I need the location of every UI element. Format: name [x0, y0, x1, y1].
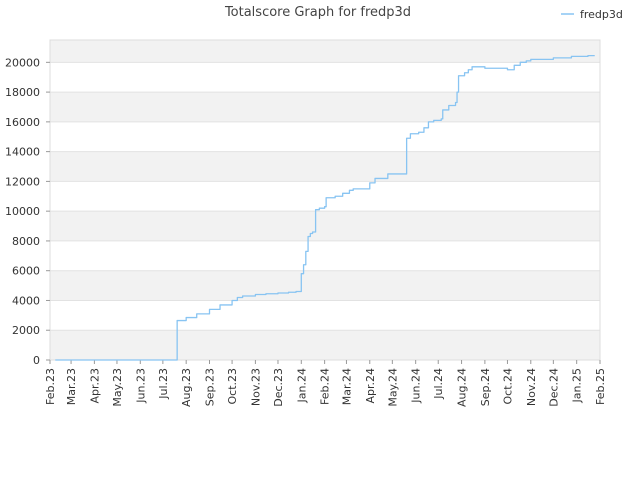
x-tick-label: Nov.23 — [249, 368, 262, 406]
chart-title: Totalscore Graph for fredp3d — [224, 5, 411, 20]
x-tick-label: Aug.23 — [180, 368, 193, 407]
x-tick-label: Sep.24 — [479, 368, 492, 406]
grid-band — [50, 211, 600, 241]
x-tick-label: Oct.23 — [226, 368, 239, 405]
x-tick-label: Dec.24 — [547, 368, 560, 407]
grid-band — [50, 330, 600, 360]
x-tick-label: Mar.23 — [65, 368, 78, 405]
y-tick-label: 18000 — [5, 86, 40, 99]
y-axis: 0 2000 4000 6000 8000 10000 12000 14000 16000 180… — [5, 56, 50, 367]
x-tick-label: Mar.24 — [340, 368, 353, 405]
legend-label: fredp3d — [580, 8, 623, 21]
x-tick-label: May.24 — [386, 368, 399, 407]
x-tick-label: Aug.24 — [456, 368, 469, 407]
grid-band — [50, 92, 600, 122]
y-tick-label: 6000 — [12, 265, 40, 278]
y-tick-label: 16000 — [5, 116, 40, 129]
x-tick-label: Jan.25 — [571, 368, 584, 403]
x-tick-label: Jun.24 — [410, 368, 423, 404]
y-tick-label: 10000 — [5, 205, 40, 218]
grid-band — [50, 62, 600, 93]
x-tick-label: Jun.23 — [134, 368, 147, 404]
x-tick-label: Nov.24 — [525, 368, 538, 406]
y-tick-label: 4000 — [12, 294, 40, 307]
legend: fredp3d — [561, 8, 623, 21]
y-tick-label: 2000 — [12, 324, 40, 337]
x-tick-label: Oct.24 — [501, 368, 514, 405]
x-tick-label: Sep.23 — [204, 368, 217, 406]
y-tick-label: 20000 — [5, 56, 40, 69]
x-tick-label: Jul.24 — [432, 368, 445, 400]
x-tick-label: Apr.23 — [88, 368, 101, 404]
grid-bands — [50, 40, 600, 360]
x-tick-label: Feb.23 — [44, 368, 57, 405]
y-tick-label: 12000 — [5, 175, 40, 188]
x-axis: Feb.23 Mar.23 Apr.23 May.23 Jun.23 Jul.23 Aug.… — [44, 360, 607, 407]
y-tick-label: 0 — [33, 354, 40, 367]
y-tick-label: 14000 — [5, 146, 40, 159]
grid-band — [50, 240, 600, 271]
grid-band — [50, 270, 600, 301]
series-line — [55, 54, 595, 361]
grid-band — [50, 121, 600, 152]
grid-band — [50, 40, 600, 63]
x-tick-label: Feb.24 — [319, 368, 332, 405]
x-tick-label: Apr.24 — [364, 368, 377, 404]
grid-band — [50, 300, 600, 331]
x-tick-label: Jan.24 — [295, 368, 308, 403]
x-tick-label: Feb.25 — [594, 368, 607, 405]
x-tick-label: Dec.23 — [272, 368, 285, 407]
grid-band — [50, 151, 600, 182]
x-tick-label: Jul.23 — [157, 368, 170, 400]
y-tick-label: 8000 — [12, 235, 40, 248]
series-layer — [55, 54, 595, 361]
x-tick-label: May.23 — [111, 368, 124, 407]
